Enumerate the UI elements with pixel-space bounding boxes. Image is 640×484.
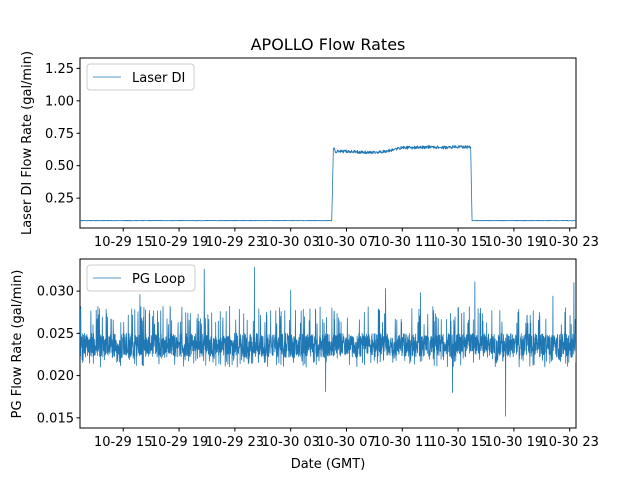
chart-title: APOLLO Flow Rates [251, 35, 406, 54]
top-x-tick-label: 10-30 19 [485, 235, 543, 250]
top-axes-frame [79, 57, 577, 229]
top-y-axis: 0.25 0.50 0.75 1.00 1.25 [45, 62, 80, 207]
top-y-axis-label: Laser DI Flow Rate (gal/min) [20, 51, 35, 235]
top-legend-box [86, 63, 195, 91]
x-axis-label: Date (GMT) [291, 457, 366, 472]
bottom-x-tick-label: 10-30 03 [261, 435, 319, 450]
top-x-tick-label: 10-29 23 [206, 235, 264, 250]
bottom-x-tick-label: 10-30 19 [485, 435, 543, 450]
bottom-y-axis-label: PG Flow Rate (gal/min) [10, 270, 25, 419]
top-x-tick-label: 10-29 15 [94, 235, 152, 250]
top-x-tick-label: 10-30 07 [317, 235, 375, 250]
top-x-tick-label: 10-29 19 [150, 235, 208, 250]
top-x-tick-label: 10-30 11 [373, 235, 431, 250]
bottom-y-tick-label: 0.030 [37, 285, 74, 300]
bottom-x-tick-label: 10-29 15 [94, 435, 152, 450]
bottom-y-axis: 0.015 0.020 0.025 0.030 [37, 285, 80, 426]
bottom-x-tick-label: 10-30 11 [373, 435, 431, 450]
bottom-plot-area [80, 267, 576, 417]
top-y-tick-label: 1.25 [45, 62, 74, 77]
laser-di-series-line [80, 144, 576, 222]
bottom-x-tick-label: 10-29 23 [206, 435, 264, 450]
bottom-x-tick-label: 10-30 15 [429, 435, 487, 450]
bottom-y-tick-label: 0.020 [37, 369, 74, 384]
top-legend-label: Laser DI [132, 71, 185, 86]
top-y-tick-label: 0.25 [45, 192, 74, 207]
top-legend: Laser DI [86, 63, 195, 91]
top-y-tick-label: 0.50 [45, 159, 74, 174]
pg-loop-series-line [80, 267, 576, 417]
top-plot-area [80, 144, 576, 222]
top-x-tick-label: 10-30 03 [261, 235, 319, 250]
top-y-tick-label: 0.75 [45, 127, 74, 142]
top-x-tick-label: 10-30 15 [429, 235, 487, 250]
bottom-x-tick-label: 10-30 07 [317, 435, 375, 450]
bottom-x-tick-label: 10-30 23 [540, 435, 598, 450]
bottom-legend-label: PG Loop [132, 272, 185, 287]
bottom-y-tick-label: 0.015 [37, 411, 74, 426]
bottom-legend: PG Loop [86, 264, 196, 292]
top-y-tick-label: 1.00 [45, 94, 74, 109]
top-x-tick-label: 10-30 23 [540, 235, 598, 250]
bottom-y-tick-label: 0.025 [37, 327, 74, 342]
bottom-x-tick-label: 10-29 19 [150, 435, 208, 450]
bottom-legend-box [86, 264, 196, 292]
